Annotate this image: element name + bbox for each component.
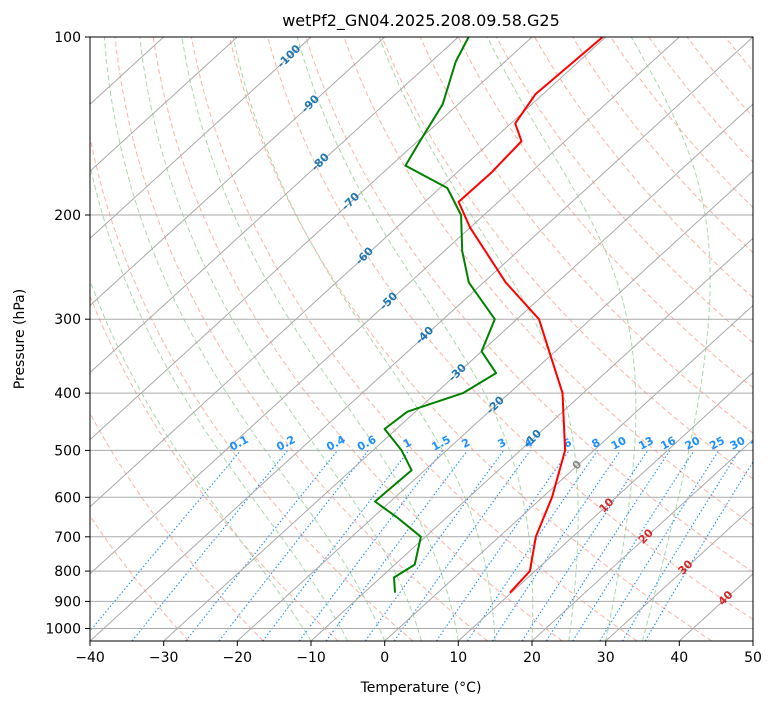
moist-adiabat <box>296 37 534 641</box>
mixing-ratio-line <box>325 450 468 641</box>
isotherm-line <box>310 237 753 641</box>
isotherm-line <box>457 371 753 641</box>
isotherm-line <box>90 37 680 575</box>
moist-adiabat <box>486 37 637 641</box>
dry-adiabat <box>229 37 712 641</box>
moist-adiabat <box>90 163 349 641</box>
y-tick-label: 400 <box>54 386 81 402</box>
isotherm-line <box>531 438 753 641</box>
y-tick-label: 700 <box>54 530 81 546</box>
moist-adiabat <box>232 37 496 641</box>
mixing-ratio-label: 13 <box>636 434 656 453</box>
isotherm-line <box>163 103 753 641</box>
plot-frame <box>89 36 754 642</box>
background-lines <box>90 37 753 641</box>
x-tick-label: −20 <box>223 650 253 666</box>
mixing-ratio-label: 10 <box>609 434 629 453</box>
moist-adiabat <box>378 37 579 641</box>
x-tick-label: −40 <box>75 650 105 666</box>
isotherm-line <box>90 37 753 641</box>
dry-adiabat <box>267 37 753 621</box>
isotherm-line <box>90 37 312 240</box>
moist-adiabat <box>181 37 459 641</box>
x-tick-label: −10 <box>296 650 326 666</box>
mixing-ratio-line <box>90 450 242 632</box>
isotherm-line <box>236 170 753 641</box>
dry-adiabat <box>152 37 563 641</box>
isotherm-line <box>90 37 238 172</box>
mixing-ratio-line <box>644 460 753 641</box>
isotherm-line <box>90 37 386 307</box>
mixing-ratio-line <box>218 450 369 641</box>
mixing-ratio-label: 25 <box>707 434 727 453</box>
mixing-ratio-line <box>364 450 505 641</box>
y-tick-label: 200 <box>54 208 81 224</box>
mixing-ratio-line <box>521 450 649 641</box>
dry-adiabat <box>305 37 753 573</box>
isotherm-line <box>605 506 753 641</box>
y-tick-label: 600 <box>54 490 81 506</box>
x-tick-label: 20 <box>523 650 541 666</box>
y-tick-label: 1000 <box>45 622 81 638</box>
x-tick-label: 10 <box>449 650 467 666</box>
y-axis-label: Pressure (hPa) <box>12 289 28 389</box>
dewpoint-profile-line <box>374 37 498 593</box>
moist-adiabat <box>139 37 422 641</box>
chart-title: wetPf2_GN04.2025.208.09.58.G25 <box>282 11 560 31</box>
dry-adiabat <box>534 37 753 299</box>
mixing-ratio-line <box>262 450 410 641</box>
temperature-profile-line <box>457 37 604 594</box>
isotherm-line <box>90 37 607 508</box>
mixing-ratio-label: 16 <box>658 434 678 453</box>
dry-adiabat <box>190 37 638 641</box>
moist-adiabat <box>630 37 711 641</box>
mixing-ratio-line <box>467 450 599 641</box>
y-tick-label: 300 <box>54 312 81 328</box>
mixing-ratio-label: 30 <box>728 434 748 453</box>
mixing-ratio-label: 20 <box>683 434 703 453</box>
dry-adiabat <box>457 37 753 389</box>
isotherm-line <box>90 37 459 374</box>
y-tick-label: 800 <box>54 564 81 580</box>
dry-adiabat <box>90 412 264 641</box>
dry-adiabat <box>343 37 753 526</box>
dry-adiabat <box>419 37 753 434</box>
mixing-ratio-line <box>185 450 339 641</box>
x-tick-label: 30 <box>597 650 615 666</box>
x-tick-label: 40 <box>670 650 688 666</box>
x-tick-label: 0 <box>380 650 389 666</box>
x-axis-label: Temperature (°C) <box>360 680 482 696</box>
mixing-ratio-line <box>621 450 740 641</box>
y-tick-label: 900 <box>54 594 81 610</box>
dry-adiabat <box>495 37 753 344</box>
dry-adiabat <box>114 37 488 641</box>
x-tick-label: −30 <box>149 650 179 666</box>
profile-lines <box>374 37 604 594</box>
mixing-ratio-line <box>545 450 671 641</box>
x-tick-label: 50 <box>744 650 762 666</box>
mixing-ratio-label: 36 <box>749 434 769 453</box>
axes: −40 −30 −20 −10 0 10 20 30 40 50 1000 900 800 700 600 5… <box>45 30 762 666</box>
y-tick-label: 500 <box>54 443 81 459</box>
dry-adiabat <box>381 37 753 480</box>
mixing-ratio-line <box>572 450 695 641</box>
y-tick-label: 100 <box>54 30 81 46</box>
mixing-ratio-line <box>298 450 444 641</box>
isotherm-line <box>384 304 753 641</box>
